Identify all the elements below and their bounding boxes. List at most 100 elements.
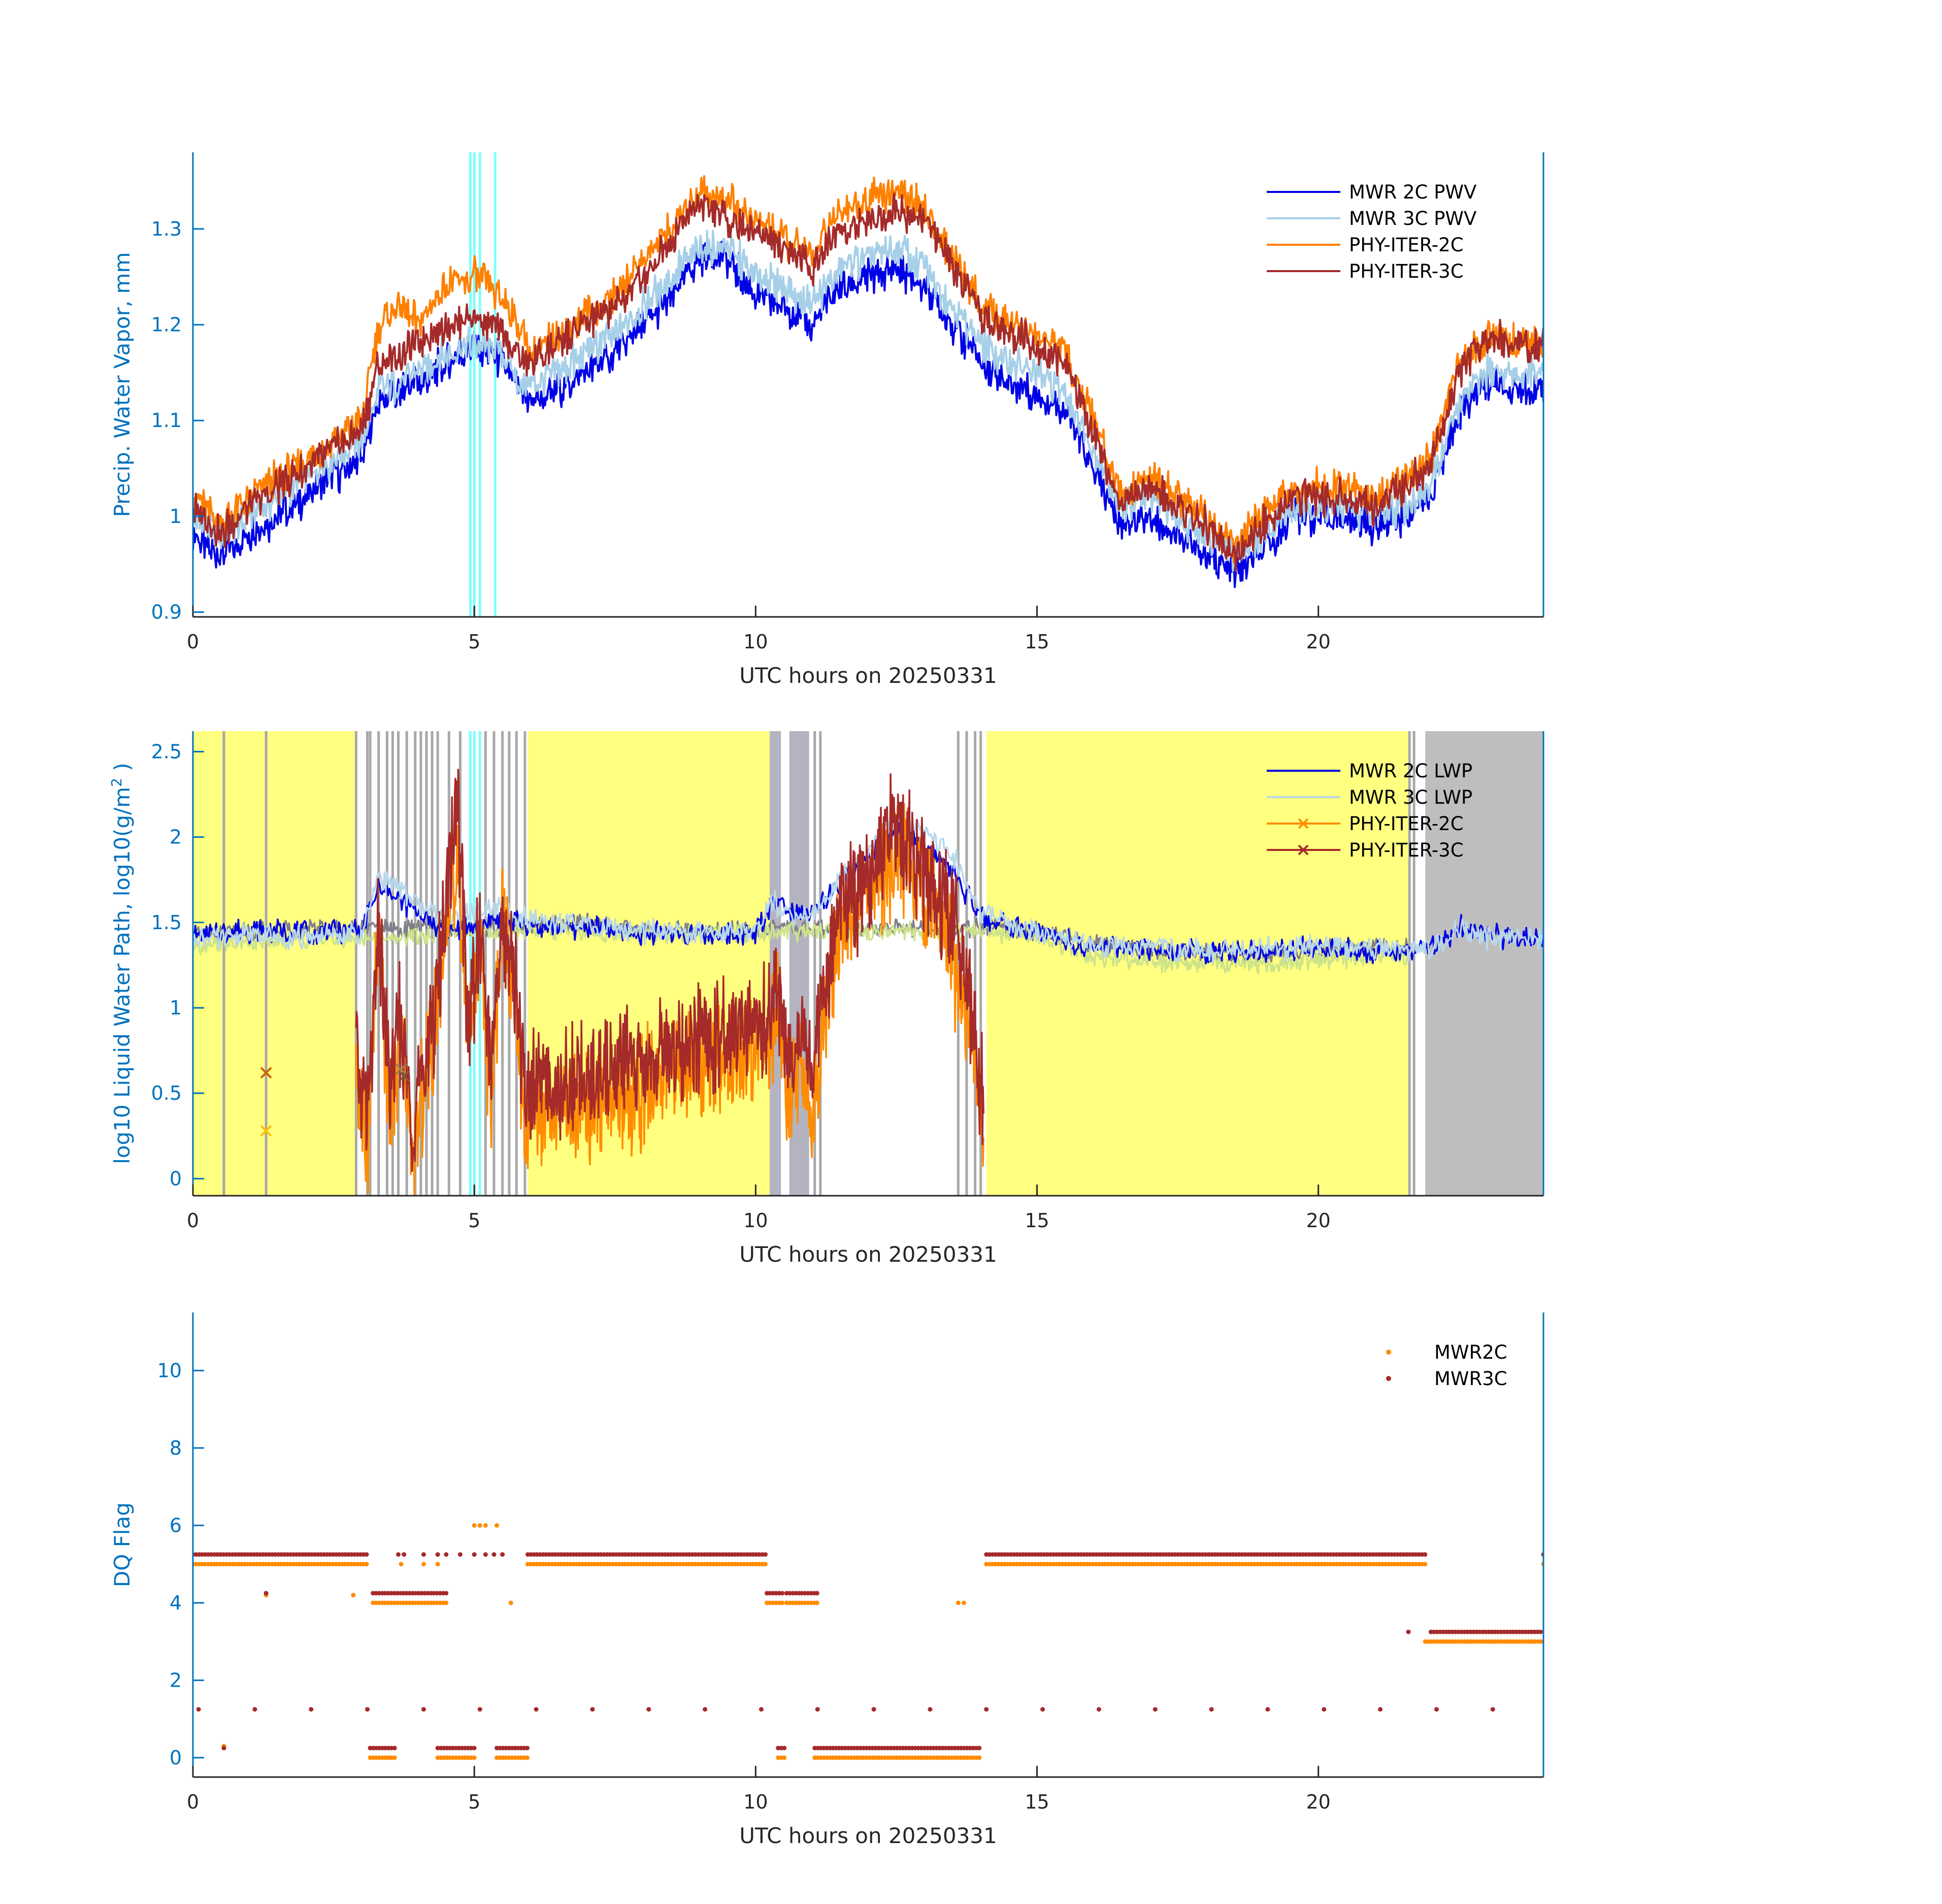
dq-flag-point [1265, 1707, 1270, 1712]
dq-flag-point [491, 1552, 497, 1557]
dq-flag-point [483, 1552, 488, 1557]
legend-item: MWR 3C LWP [1267, 786, 1472, 808]
x-tick-label: 15 [1025, 1791, 1049, 1813]
legend-item: MWR 2C LWP [1267, 760, 1472, 782]
dq-flag-run-mwr3c [495, 1746, 530, 1751]
dq-flag-run-mwr2c [1423, 1639, 1543, 1644]
x-axis-label: UTC hours on 20250331 [739, 1823, 997, 1848]
dq-flag-point [928, 1707, 933, 1712]
y-axis-label-superscript: 2 [108, 778, 125, 787]
dq-flag-point [961, 1600, 966, 1605]
legend: MWR2C MWR3C [1386, 1341, 1507, 1390]
dq-flag-point [351, 1593, 356, 1598]
x-tick-label: 0 [187, 631, 199, 653]
dq-flag-point [402, 1552, 407, 1557]
dq-flag-point [1040, 1707, 1045, 1712]
dq-flag-run-mwr3c [435, 1746, 477, 1751]
y-tick-label: 1 [170, 997, 182, 1019]
y-axis-label: DQ Flag [110, 1502, 135, 1587]
y-tick-label: 2 [170, 1669, 182, 1691]
x-tick-label: 20 [1306, 631, 1330, 653]
y-axis-label-end: ) [110, 763, 135, 778]
dq-flag-run-mwr2c [812, 1755, 982, 1760]
dq-flag-run-mwr3c [765, 1591, 784, 1596]
legend-item: PHY-ITER-2C [1267, 813, 1464, 835]
series-line-mwr-2c-pwv [193, 241, 1543, 588]
x-tick-label: 10 [743, 1209, 768, 1232]
dq-flag-point [396, 1552, 401, 1557]
dq-flag-point [309, 1707, 314, 1712]
x-tick-label: 10 [743, 1791, 768, 1813]
legend-label: PHY-ITER-2C [1349, 813, 1464, 835]
dq-flag-run-mwr3c [371, 1591, 449, 1596]
legend: MWR 2C LWP MWR 3C LWP PHY-ITER-2C PHY-ITER-… [1267, 760, 1472, 861]
y-tick-label: 6 [170, 1514, 182, 1536]
legend: MWR 2C PWV MWR 3C PWV PHY-ITER-2C PHY-ITER-… [1267, 181, 1476, 282]
plot-area [193, 1523, 1543, 1760]
x-axis-label: UTC hours on 20250331 [739, 663, 997, 688]
x-marker [395, 1063, 407, 1075]
dq-flag-point [703, 1707, 708, 1712]
dq-flag-point [1096, 1707, 1101, 1712]
dq-flag-run-mwr3c [784, 1591, 819, 1596]
dq-flag-point [1209, 1707, 1214, 1712]
x-tick-label: 15 [1025, 631, 1049, 653]
plot-area [193, 152, 1543, 617]
dq-flag-point [1406, 1629, 1411, 1634]
dq-flag-point [871, 1707, 876, 1712]
dq-flag-point [956, 1600, 961, 1605]
legend-label: MWR 2C PWV [1349, 181, 1476, 203]
dq-flag-point [421, 1562, 426, 1567]
y-tick-label: 2 [170, 826, 182, 848]
dq-flag-point [534, 1707, 539, 1712]
y-tick-label: 1.3 [151, 218, 182, 240]
dq-flag-run-mwr2c [984, 1562, 1428, 1567]
series-line-mwr-3c-pwv [193, 229, 1543, 572]
legend-item: PHY-ITER-3C [1267, 260, 1464, 282]
x-tick-label: 20 [1306, 1209, 1330, 1232]
dq-flag-point [500, 1552, 505, 1557]
legend-marker [1298, 818, 1309, 829]
dq-flag-point [365, 1707, 370, 1712]
dq-flag-run-mwr2c [371, 1600, 449, 1605]
dq-flag-run-mwr2c [368, 1755, 397, 1760]
legend-item: PHY-ITER-2C [1267, 234, 1464, 256]
dq-flag-point [1378, 1707, 1383, 1712]
background-band [193, 731, 356, 1196]
x-tick-label: 15 [1025, 1209, 1049, 1232]
dq-flag-run-mwr2c [435, 1755, 477, 1760]
dq-flag-point [444, 1552, 449, 1557]
x-tick-label: 5 [468, 1791, 480, 1813]
dq-flag-point [1322, 1707, 1327, 1712]
dq-flag-run-mwr3c [776, 1746, 787, 1751]
legend-swatch [1386, 1350, 1391, 1355]
dq-flag-run-mwr2c [784, 1600, 819, 1605]
y-tick-label: 0 [170, 1747, 182, 1769]
dq-flag-point [196, 1707, 201, 1712]
dq-flag-point [264, 1591, 269, 1596]
legend-label: PHY-ITER-2C [1349, 234, 1464, 256]
dq-flag-run-mwr2c [776, 1755, 787, 1760]
x-tick-label: 10 [743, 631, 768, 653]
x-marker [398, 1070, 410, 1082]
legend-item: PHY-ITER-3C [1267, 839, 1464, 861]
dq-flag-run-mwr3c [1428, 1629, 1543, 1634]
dq-flag-point [984, 1707, 989, 1712]
dq-flag-run-mwr2c [495, 1755, 530, 1760]
y-tick-label: 10 [157, 1359, 182, 1382]
legend-label: MWR 3C LWP [1349, 786, 1472, 808]
dq-flag-run-mwr2c [193, 1562, 369, 1567]
dq-flag-point [477, 1707, 482, 1712]
dq-flag-point [477, 1523, 482, 1528]
dq-flag-point [457, 1552, 463, 1557]
y-tick-label: 2.5 [151, 740, 182, 763]
dq-flag-point [495, 1523, 499, 1528]
dq-flag-point [1434, 1707, 1439, 1712]
dq-flag-point [472, 1523, 477, 1528]
y-tick-label: 1.1 [151, 409, 182, 432]
x-marker [260, 1125, 272, 1137]
pwv-panel: 0 5 10 15 20 0.9 1 1.1 1.2 1.3 UTC hours on 202503… [110, 152, 1544, 688]
x-axis-label: UTC hours on 20250331 [739, 1242, 997, 1267]
dq-flag-run-mwr3c [525, 1552, 768, 1557]
